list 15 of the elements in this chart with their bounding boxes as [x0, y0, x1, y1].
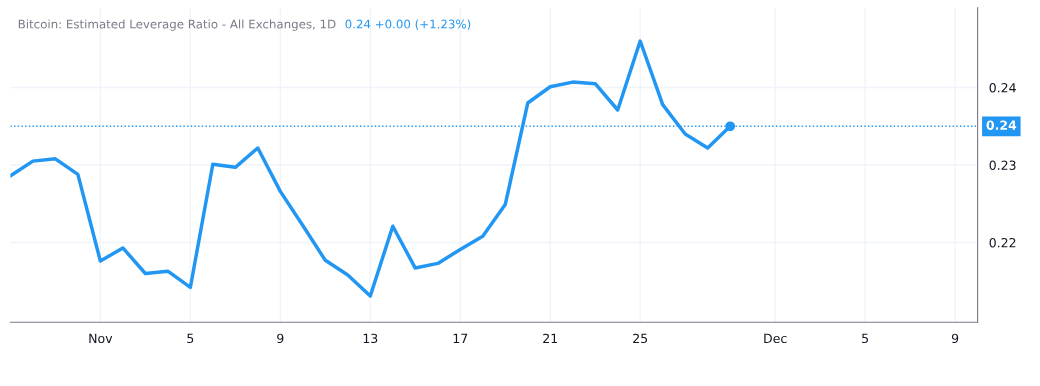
y-tick-label: 0.23: [989, 160, 1016, 170]
x-tick-label: Dec: [764, 333, 787, 344]
x-tick-label: 5: [187, 333, 194, 344]
x-tick-label: 5: [862, 333, 869, 344]
text: 0.24 +0.00 (+1.23%): [345, 19, 471, 30]
y-tick-label: 0.22: [989, 237, 1016, 248]
x-tick-label: 9: [277, 333, 284, 344]
x-tick-label: Nov: [89, 333, 113, 344]
x-tick-label: 9: [951, 333, 959, 344]
text: Bitcoin: Estimated Leverage Ratio - All Exchanges, 1D: [18, 19, 336, 31]
x-tick-label: 17: [453, 333, 468, 343]
y-tick-label: 0.24: [989, 83, 1016, 93]
x-tick-label: 21: [543, 333, 558, 343]
x-tick-label: 25: [633, 333, 648, 344]
x-tick-label: 13: [363, 333, 378, 344]
